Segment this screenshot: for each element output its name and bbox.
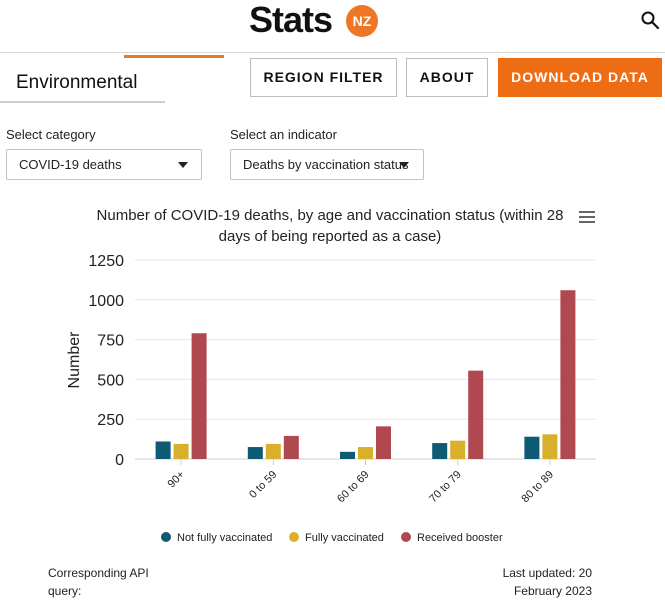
chart-title: Number of COVID-19 deaths, by age and va… <box>70 205 590 247</box>
header-divider <box>0 52 665 53</box>
api-query-label-line-2: query: <box>48 584 82 598</box>
bar <box>468 370 484 459</box>
last-updated-line-1: Last updated: 20 <box>502 566 592 580</box>
bar <box>247 447 263 459</box>
chart-title-line-2: days of being reported as a case) <box>218 228 442 245</box>
bar-chart: 0 250 500 750 1000 1250 Number 90+ 0 to 59 60 to … <box>66 253 596 544</box>
legend-label: Received booster <box>417 532 503 544</box>
site-header: Stats NZ <box>0 0 665 46</box>
bar <box>524 436 540 459</box>
bar <box>560 290 576 459</box>
x-tick-label: 0 to 59 <box>247 469 279 501</box>
bar <box>358 447 373 459</box>
category-select[interactable]: COVID-19 deaths <box>6 149 202 180</box>
y-tick-label: 750 <box>97 333 124 350</box>
bar <box>265 443 281 459</box>
y-tick-label: 250 <box>97 412 124 429</box>
search-icon[interactable] <box>640 10 660 30</box>
y-tick-label: 1000 <box>88 293 124 310</box>
legend-label: Not fully vaccinated <box>177 532 272 544</box>
last-updated: Last updated: 20 February 2023 <box>470 564 592 600</box>
bar <box>191 333 207 459</box>
category-select-value: COVID-19 deaths <box>19 157 122 172</box>
indicator-select[interactable]: Deaths by vaccination status <box>230 149 424 180</box>
about-button[interactable]: ABOUT <box>406 58 488 97</box>
x-tick-label: 80 to 89 <box>519 469 556 506</box>
bar <box>450 440 466 459</box>
bar <box>283 435 299 459</box>
active-tab-indicator <box>124 55 224 58</box>
chevron-down-icon <box>399 162 409 168</box>
x-tick-label: 70 to 79 <box>427 469 464 506</box>
chevron-down-icon <box>178 162 188 168</box>
region-filter-button[interactable]: REGION FILTER <box>250 58 397 97</box>
stats-logo-text[interactable]: Stats <box>249 0 333 40</box>
legend-marker <box>289 532 299 542</box>
y-tick-label: 500 <box>97 372 124 389</box>
bar <box>155 441 171 459</box>
chart-title-line-1: Number of COVID-19 deaths, by age and va… <box>96 207 564 224</box>
indicator-label: Select an indicator <box>230 127 337 142</box>
nz-logo-badge[interactable]: NZ <box>346 5 378 37</box>
api-query-label: Corresponding API query: <box>48 564 178 600</box>
y-axis-label: Number <box>66 331 83 389</box>
x-tick-label: 90+ <box>166 469 188 491</box>
bar <box>432 443 448 459</box>
bar <box>173 443 189 459</box>
download-data-button[interactable]: DOWNLOAD DATA <box>498 58 662 97</box>
indicator-select-value: Deaths by vaccination status <box>243 157 409 172</box>
legend-label: Fully vaccinated <box>305 532 384 544</box>
x-tick-label: 60 to 69 <box>335 469 372 506</box>
category-label: Select category <box>6 127 96 142</box>
section-title: Environmental <box>0 60 165 103</box>
chart-menu-icon[interactable] <box>579 211 595 225</box>
last-updated-line-2: February 2023 <box>513 584 592 598</box>
api-query-label-line-1: Corresponding API <box>48 566 149 580</box>
y-tick-label: 1250 <box>88 253 124 270</box>
bar <box>542 434 558 459</box>
bar <box>340 451 355 459</box>
bar <box>376 426 391 459</box>
legend-marker <box>401 532 411 542</box>
y-tick-label: 0 <box>115 452 124 469</box>
legend-marker <box>161 532 171 542</box>
